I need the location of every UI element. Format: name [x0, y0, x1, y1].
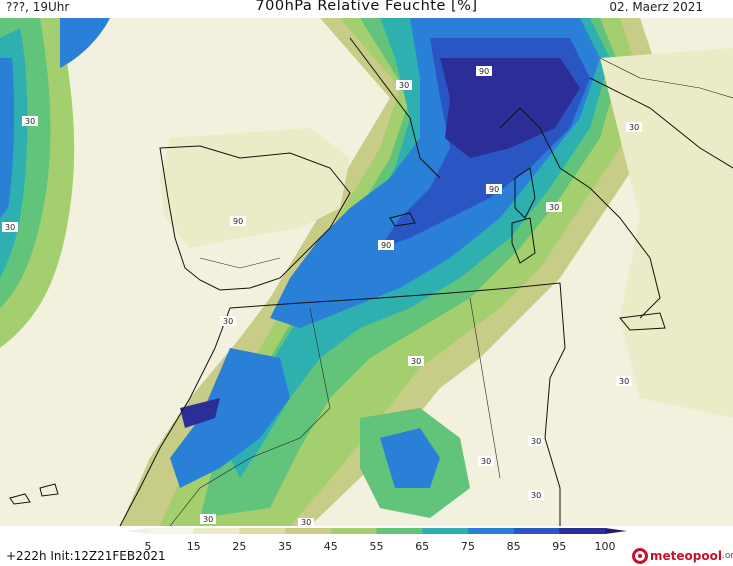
canary-2: [39, 483, 59, 497]
contour-labels: 30 90 90 30 30 30 30 90 90 30 30 30 30 3…: [2, 66, 642, 526]
contour-label: 90: [489, 185, 499, 194]
mallorca: [389, 212, 416, 227]
colorbar-swatches: [126, 528, 627, 534]
colorbar-tick: 85: [506, 540, 521, 553]
colorbar-swatch: [513, 528, 560, 534]
colorbar: 5 15 25 35 45 55 65 75 85 95 100 +222h Init:12Z21F…: [0, 526, 733, 566]
contour-label: 90: [381, 241, 391, 250]
contour-label: 30: [619, 377, 629, 386]
morocco-coast: [119, 307, 231, 526]
canary-1: [9, 493, 31, 505]
africa-coast: [229, 282, 566, 526]
contour-label: 30: [411, 357, 421, 366]
borders: [169, 57, 733, 526]
adriatic-coast: [589, 77, 733, 169]
colorbar-tick: 95: [552, 540, 567, 553]
colorbar-swatch: [330, 528, 377, 534]
contour-label: 30: [481, 457, 491, 466]
contour-label: 30: [531, 491, 541, 500]
colorbar-tick: 35: [278, 540, 293, 553]
border-africa-1: [169, 307, 331, 526]
iberia-coast: [159, 145, 351, 291]
contour-label: 90: [479, 67, 489, 76]
colorbar-arrow: [605, 528, 627, 534]
italy-coast: [499, 107, 661, 319]
sardinia: [511, 217, 536, 264]
location-time: ???, 19Uhr: [6, 0, 70, 14]
africa-patch-75: [170, 348, 290, 488]
nw-ribbon: [60, 18, 110, 68]
colorbar-tick: 55: [369, 540, 384, 553]
border-iberia: [199, 257, 281, 269]
east-dry: [600, 48, 733, 418]
africa-patch-75b: [380, 428, 440, 488]
africa-patch-95: [180, 398, 220, 428]
brand-suffix: .org: [721, 551, 733, 561]
colorbar-swatch: [376, 528, 423, 534]
contour-label: 30: [629, 123, 639, 132]
sicily: [619, 312, 666, 331]
colorbar-tick: 5: [144, 540, 152, 553]
colorbar-swatch: [285, 528, 332, 534]
swath-95: [440, 58, 580, 158]
colorbar-tick: 45: [323, 540, 338, 553]
contour-label: 30: [549, 203, 559, 212]
map-title: 700hPa Relative Feuchte [%]: [255, 0, 478, 14]
colorbar-swatch: [239, 528, 286, 534]
forecast-date: 02. Maerz 2021: [609, 0, 703, 14]
contour-label: 30: [531, 437, 541, 446]
contour-label: 30: [399, 81, 409, 90]
border-europe: [599, 57, 733, 99]
colorbar-tick: 15: [186, 540, 201, 553]
colorbar-swatch: [467, 528, 515, 534]
colorbar-tick: 25: [232, 540, 247, 553]
header: ???, 19Uhr 700hPa Relative Feuchte [%] 0…: [0, 0, 733, 18]
contour-label: 30: [223, 317, 233, 326]
colorbar-arrow-left: [126, 528, 148, 534]
colorbar-swatch: [148, 528, 195, 534]
contour-label: 90: [233, 217, 243, 226]
logo-icon: [632, 548, 648, 564]
brand-name: meteopool: [650, 549, 722, 563]
contour-label: 30: [5, 223, 15, 232]
west-band-75: [0, 58, 15, 218]
humidity-map: 30 90 90 30 30 30 30 90 90 30 30 30 30 3…: [0, 18, 733, 526]
corsica: [514, 167, 536, 219]
colorbar-tick: 65: [415, 540, 430, 553]
brand-logo[interactable]: meteopool .org: [632, 547, 733, 565]
colorbar-swatch: [559, 528, 606, 534]
france-coast: [349, 37, 441, 179]
colorbar-tick: 75: [460, 540, 475, 553]
coastlines: [9, 37, 733, 526]
border-africa-2: [469, 297, 501, 479]
forecast-init: +222h Init:12Z21FEB2021: [6, 549, 166, 563]
colorbar-swatch: [193, 528, 240, 534]
contour-label: 30: [25, 117, 35, 126]
colorbar-tick: 100: [594, 540, 616, 553]
colorbar-swatch: [422, 528, 469, 534]
contour-label: 30: [203, 515, 213, 524]
map-canvas: 30 90 90 30 30 30 30 90 90 30 30 30 30 3…: [0, 18, 733, 526]
contour-label: 30: [301, 518, 311, 526]
